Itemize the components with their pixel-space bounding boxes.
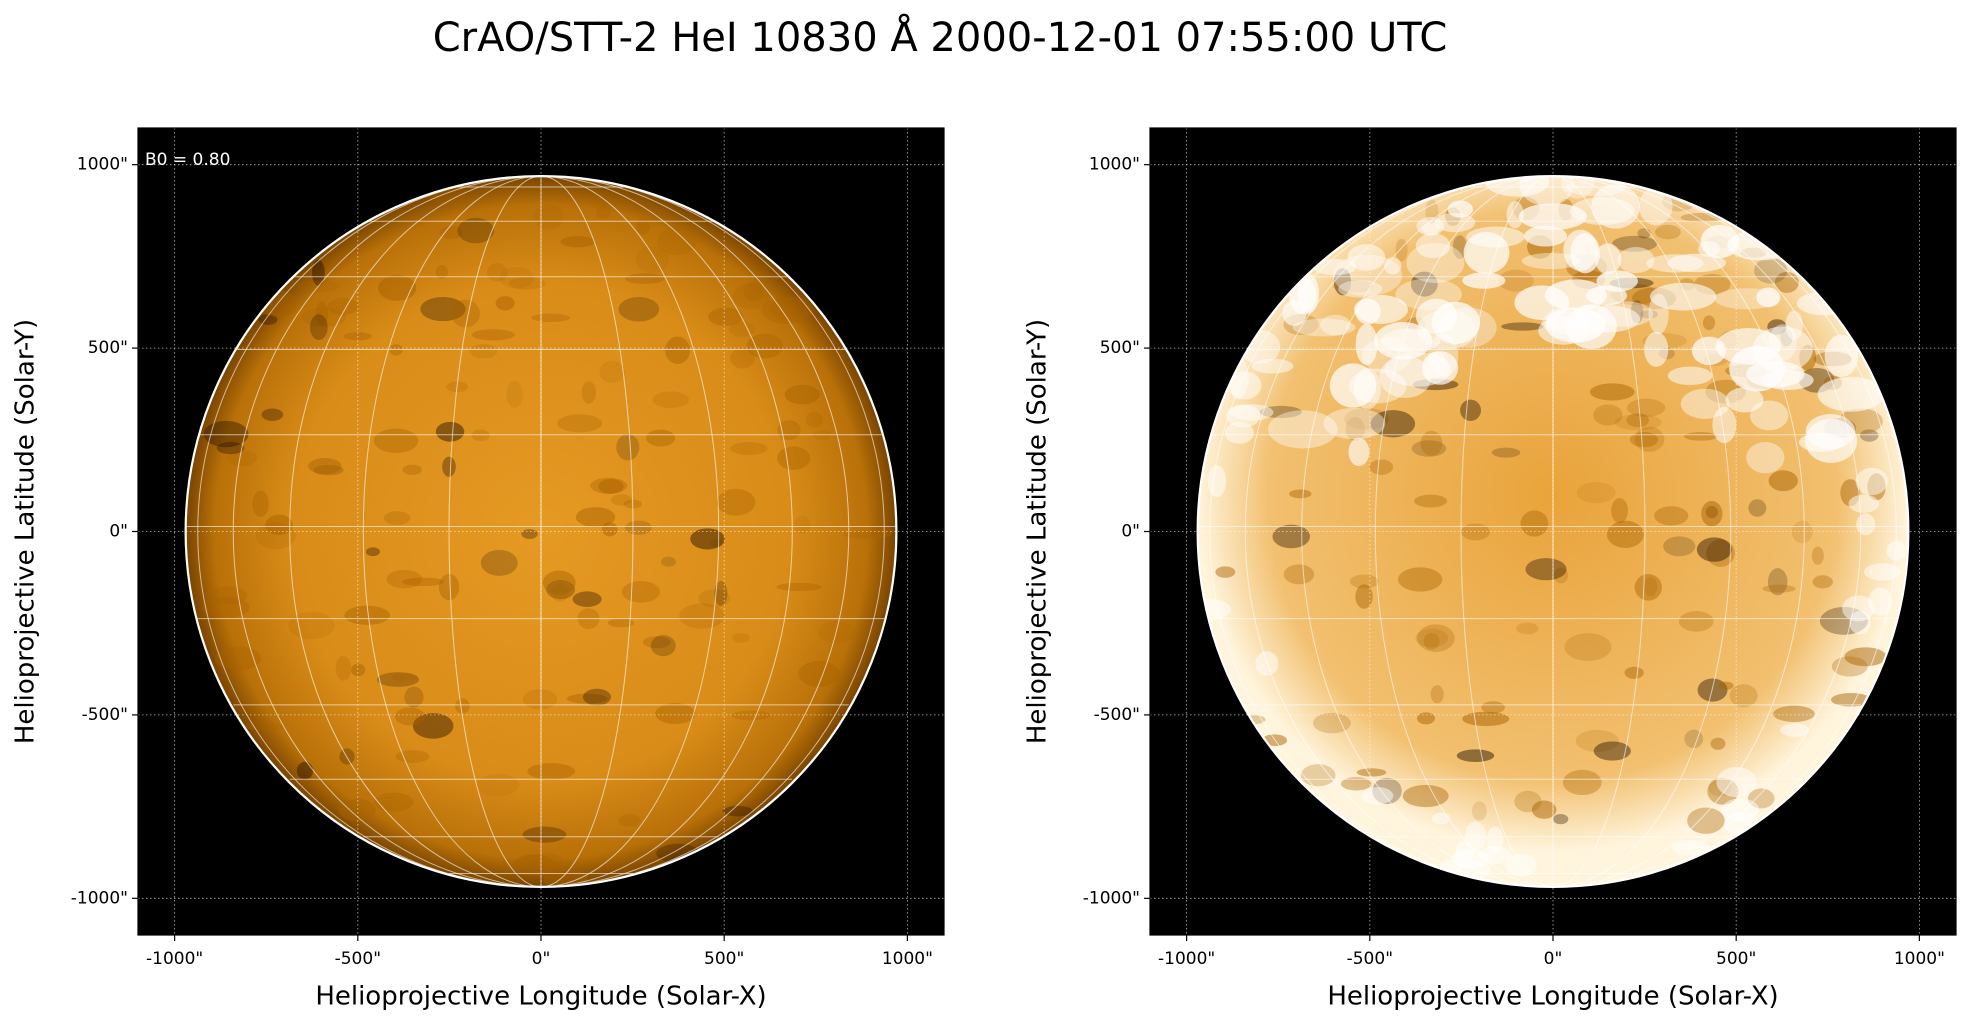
longitude-line [197, 176, 885, 887]
y-tick-label: 0" [109, 522, 128, 542]
x-tick-label: -1000" [1158, 949, 1215, 969]
longitude-line [448, 176, 634, 887]
y-tick-label: -500" [1094, 705, 1140, 725]
y-tick-label: -1000" [1083, 888, 1140, 908]
annotation: B0 = 0.80 [145, 150, 230, 170]
x-axis-label: Helioprojective Longitude (Solar-X) [315, 982, 766, 1012]
x-tick-label: 0" [532, 949, 551, 969]
y-tick-label: 1000" [77, 155, 128, 175]
x-tick-label: -1000" [146, 949, 203, 969]
x-tick-label: 1000" [1894, 949, 1945, 969]
sun-texture [1197, 176, 1909, 887]
y-axis-label: Helioprojective Latitude (Solar-Y) [11, 319, 41, 744]
x-tick-label: -500" [335, 949, 381, 969]
x-tick-label: 1000" [882, 949, 933, 969]
y-tick-label: 500" [88, 338, 128, 358]
axes: -1000" -500" 0" 500" 1000" -1000" -500" 0" 500" 1… [1023, 127, 1957, 1012]
y-axis-label: Helioprojective Latitude (Solar-Y) [1023, 319, 1053, 744]
x-tick-label: 500" [704, 949, 744, 969]
y-tick-label: 1000" [1089, 155, 1140, 175]
longitude-line [1301, 176, 1805, 887]
y-tick-label: -1000" [71, 888, 128, 908]
figure-title: CrAO/STT-2 HeI 10830 Å 2000-12-01 07:55:… [433, 13, 1448, 61]
axes-frame [1149, 127, 1957, 936]
x-tick-label: 500" [1716, 949, 1756, 969]
x-axis-label: Helioprojective Longitude (Solar-X) [1327, 982, 1778, 1012]
longitude-line [1244, 176, 1862, 887]
y-tick-label: -500" [82, 705, 128, 725]
longitude-line [232, 176, 850, 887]
longitude-line [1460, 176, 1646, 887]
x-tick-label: -500" [1347, 949, 1393, 969]
longitude-line [1209, 176, 1897, 887]
axes: -1000" -500" 0" 500" 1000" -1000" -500" 0" 500" 1… [11, 127, 945, 1012]
axes-frame [137, 127, 945, 936]
y-tick-label: 0" [1121, 522, 1140, 542]
longitude-line [289, 176, 793, 887]
y-tick-label: 500" [1100, 338, 1140, 358]
x-tick-label: 0" [1544, 949, 1563, 969]
